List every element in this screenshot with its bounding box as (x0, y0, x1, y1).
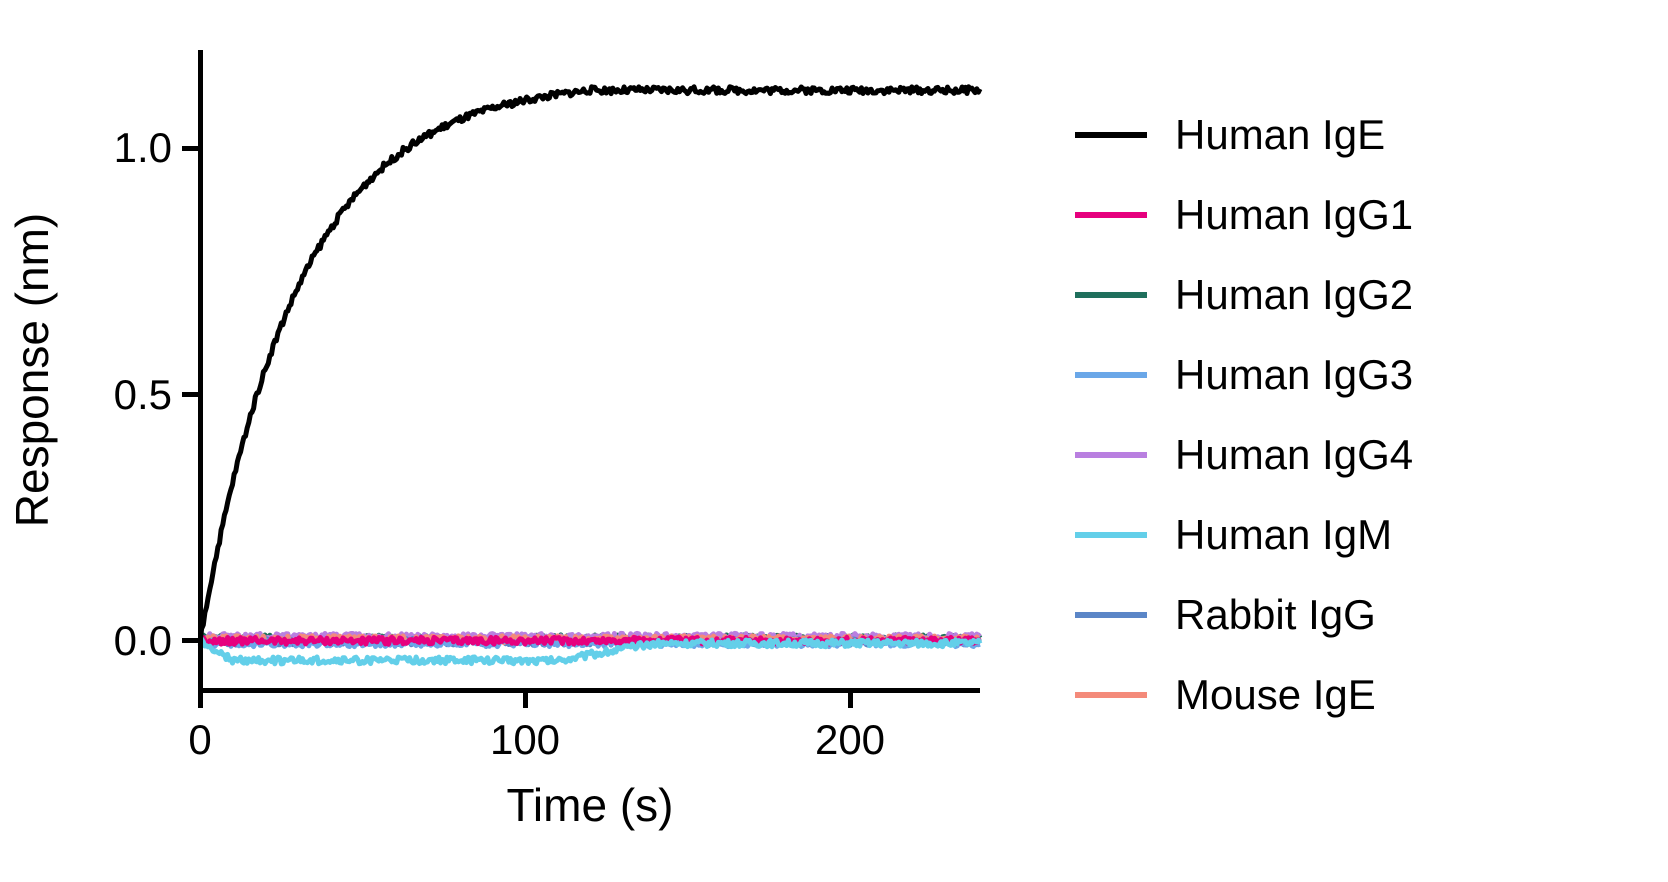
y-tick (182, 638, 200, 643)
legend-swatch (1075, 692, 1147, 698)
y-axis-label: Response (nm) (5, 213, 59, 527)
x-tick (198, 690, 203, 708)
legend-swatch (1075, 132, 1147, 138)
x-tick-label: 100 (490, 716, 560, 764)
y-tick-label: 1.0 (102, 124, 172, 172)
legend-item: Human IgM (1075, 495, 1413, 575)
x-tick-label: 200 (815, 716, 885, 764)
legend-label: Human IgG2 (1175, 271, 1413, 319)
x-axis-label: Time (s) (507, 778, 674, 832)
legend-item: Human IgG2 (1075, 255, 1413, 335)
legend-item: Mouse IgE (1075, 655, 1413, 735)
legend-item: Human IgG1 (1075, 175, 1413, 255)
legend-item: Rabbit IgG (1075, 575, 1413, 655)
legend: Human IgE Human IgG1 Human IgG2 Human IgG3 H… (1075, 95, 1413, 735)
x-tick-label: 0 (188, 716, 211, 764)
legend-swatch (1075, 532, 1147, 538)
legend-item: Human IgG3 (1075, 335, 1413, 415)
legend-swatch (1075, 452, 1147, 458)
chart-container: 0 100 200 0.0 0.5 1.0 Time (s) Response (nm)… (0, 0, 1668, 882)
x-axis-line (200, 688, 980, 693)
legend-swatch (1075, 612, 1147, 618)
series-line (200, 87, 980, 643)
legend-swatch (1075, 292, 1147, 298)
legend-label: Mouse IgE (1175, 671, 1376, 719)
legend-label: Rabbit IgG (1175, 591, 1376, 639)
legend-swatch (1075, 212, 1147, 218)
legend-item: Human IgE (1075, 95, 1413, 175)
legend-swatch (1075, 372, 1147, 378)
legend-label: Human IgE (1175, 111, 1385, 159)
legend-label: Human IgG4 (1175, 431, 1413, 479)
legend-label: Human IgG3 (1175, 351, 1413, 399)
legend-item: Human IgG4 (1075, 415, 1413, 495)
x-tick (848, 690, 853, 708)
legend-label: Human IgG1 (1175, 191, 1413, 239)
x-tick (523, 690, 528, 708)
y-tick (182, 392, 200, 397)
y-tick (182, 146, 200, 151)
legend-label: Human IgM (1175, 511, 1392, 559)
y-tick-label: 0.0 (102, 617, 172, 665)
y-tick-label: 0.5 (102, 371, 172, 419)
